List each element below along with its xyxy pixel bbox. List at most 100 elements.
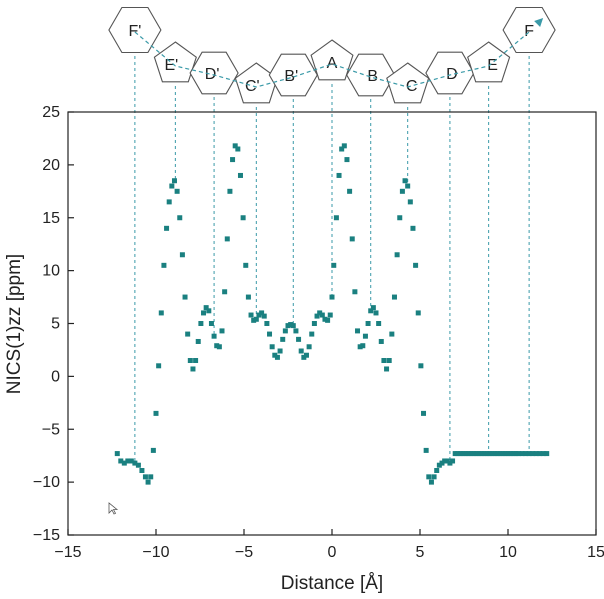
data-point <box>476 451 482 457</box>
data-point <box>303 352 309 358</box>
mouse-cursor-icon <box>108 502 119 515</box>
data-point <box>317 310 323 316</box>
x-tick-label: −5 <box>235 544 253 561</box>
data-point <box>362 333 368 339</box>
data-point <box>426 474 432 480</box>
ring-label: B' <box>284 68 298 85</box>
data-point <box>211 333 217 339</box>
data-point <box>376 321 382 326</box>
data-point <box>139 467 145 473</box>
x-tick-label: −15 <box>54 544 81 561</box>
data-point <box>251 317 257 323</box>
data-point <box>329 294 335 300</box>
ring-guide-lines <box>134 18 544 464</box>
data-point <box>530 451 536 457</box>
data-point <box>206 308 212 314</box>
data-point <box>245 294 251 300</box>
data-point <box>208 321 214 326</box>
x-tick-label: −10 <box>142 544 169 561</box>
data-point <box>214 343 220 349</box>
data-point <box>319 312 325 318</box>
data-point <box>357 344 363 350</box>
data-point <box>282 328 288 334</box>
data-point <box>227 188 233 194</box>
data-point <box>526 451 532 457</box>
data-point <box>463 451 469 457</box>
data-point <box>174 188 180 194</box>
data-point <box>237 172 243 178</box>
data-point <box>128 458 134 464</box>
ring-label: E <box>487 57 498 74</box>
data-point <box>360 343 366 349</box>
data-point <box>153 410 159 416</box>
data-point <box>148 474 154 480</box>
data-point <box>410 225 416 231</box>
data-point <box>339 146 345 152</box>
data-point <box>121 460 127 466</box>
data-point <box>431 474 437 480</box>
data-point <box>325 317 331 323</box>
data-point <box>399 188 405 194</box>
data-point <box>497 451 503 457</box>
data-point <box>132 460 138 466</box>
data-point <box>423 447 429 453</box>
ring-label: D <box>446 66 458 83</box>
data-point <box>293 328 299 334</box>
data-point <box>203 305 209 311</box>
data-point <box>492 451 498 457</box>
data-point <box>447 460 453 466</box>
data-point <box>465 451 471 457</box>
data-point <box>145 479 151 485</box>
data-point <box>341 143 347 149</box>
data-point <box>201 310 207 316</box>
data-point <box>135 462 141 468</box>
data-point <box>460 451 466 457</box>
data-point <box>290 323 296 329</box>
data-point <box>182 294 188 300</box>
x-axis-title: Distance [Å] <box>281 573 383 594</box>
data-point <box>248 312 254 318</box>
data-point <box>394 252 400 258</box>
data-point <box>301 354 307 360</box>
data-point <box>378 338 384 344</box>
data-point <box>264 321 270 326</box>
data-point <box>285 323 291 329</box>
data-point <box>306 344 312 350</box>
data-point <box>253 316 259 322</box>
data-point <box>190 366 196 372</box>
data-point <box>261 313 267 319</box>
data-point <box>216 344 222 350</box>
data-point <box>269 344 275 350</box>
data-point <box>327 312 333 318</box>
x-tick-label: 0 <box>328 544 337 561</box>
data-point <box>415 310 421 316</box>
data-point <box>118 458 124 464</box>
data-point <box>418 363 424 369</box>
data-point <box>195 338 201 344</box>
data-point <box>505 451 511 457</box>
data-point <box>169 183 175 189</box>
data-point <box>540 451 546 457</box>
data-point <box>158 310 164 316</box>
ring-label: C <box>406 78 418 95</box>
data-point <box>164 225 170 231</box>
y-tick-label: −15 <box>33 527 60 544</box>
data-point <box>397 215 403 221</box>
y-tick-label: 15 <box>42 210 60 227</box>
data-point <box>336 172 342 178</box>
data-point <box>468 451 474 457</box>
data-point <box>479 451 485 457</box>
ring-path-line <box>134 31 530 88</box>
data-point <box>142 474 148 480</box>
data-point <box>386 358 392 364</box>
data-point <box>508 451 514 457</box>
data-point <box>259 310 265 316</box>
y-tick-label: 5 <box>51 316 60 333</box>
data-point <box>193 358 199 364</box>
data-point <box>391 294 397 300</box>
data-point <box>389 331 395 337</box>
data-point <box>402 178 408 184</box>
data-point <box>314 313 320 319</box>
data-point <box>185 331 191 337</box>
data-point <box>166 199 172 205</box>
